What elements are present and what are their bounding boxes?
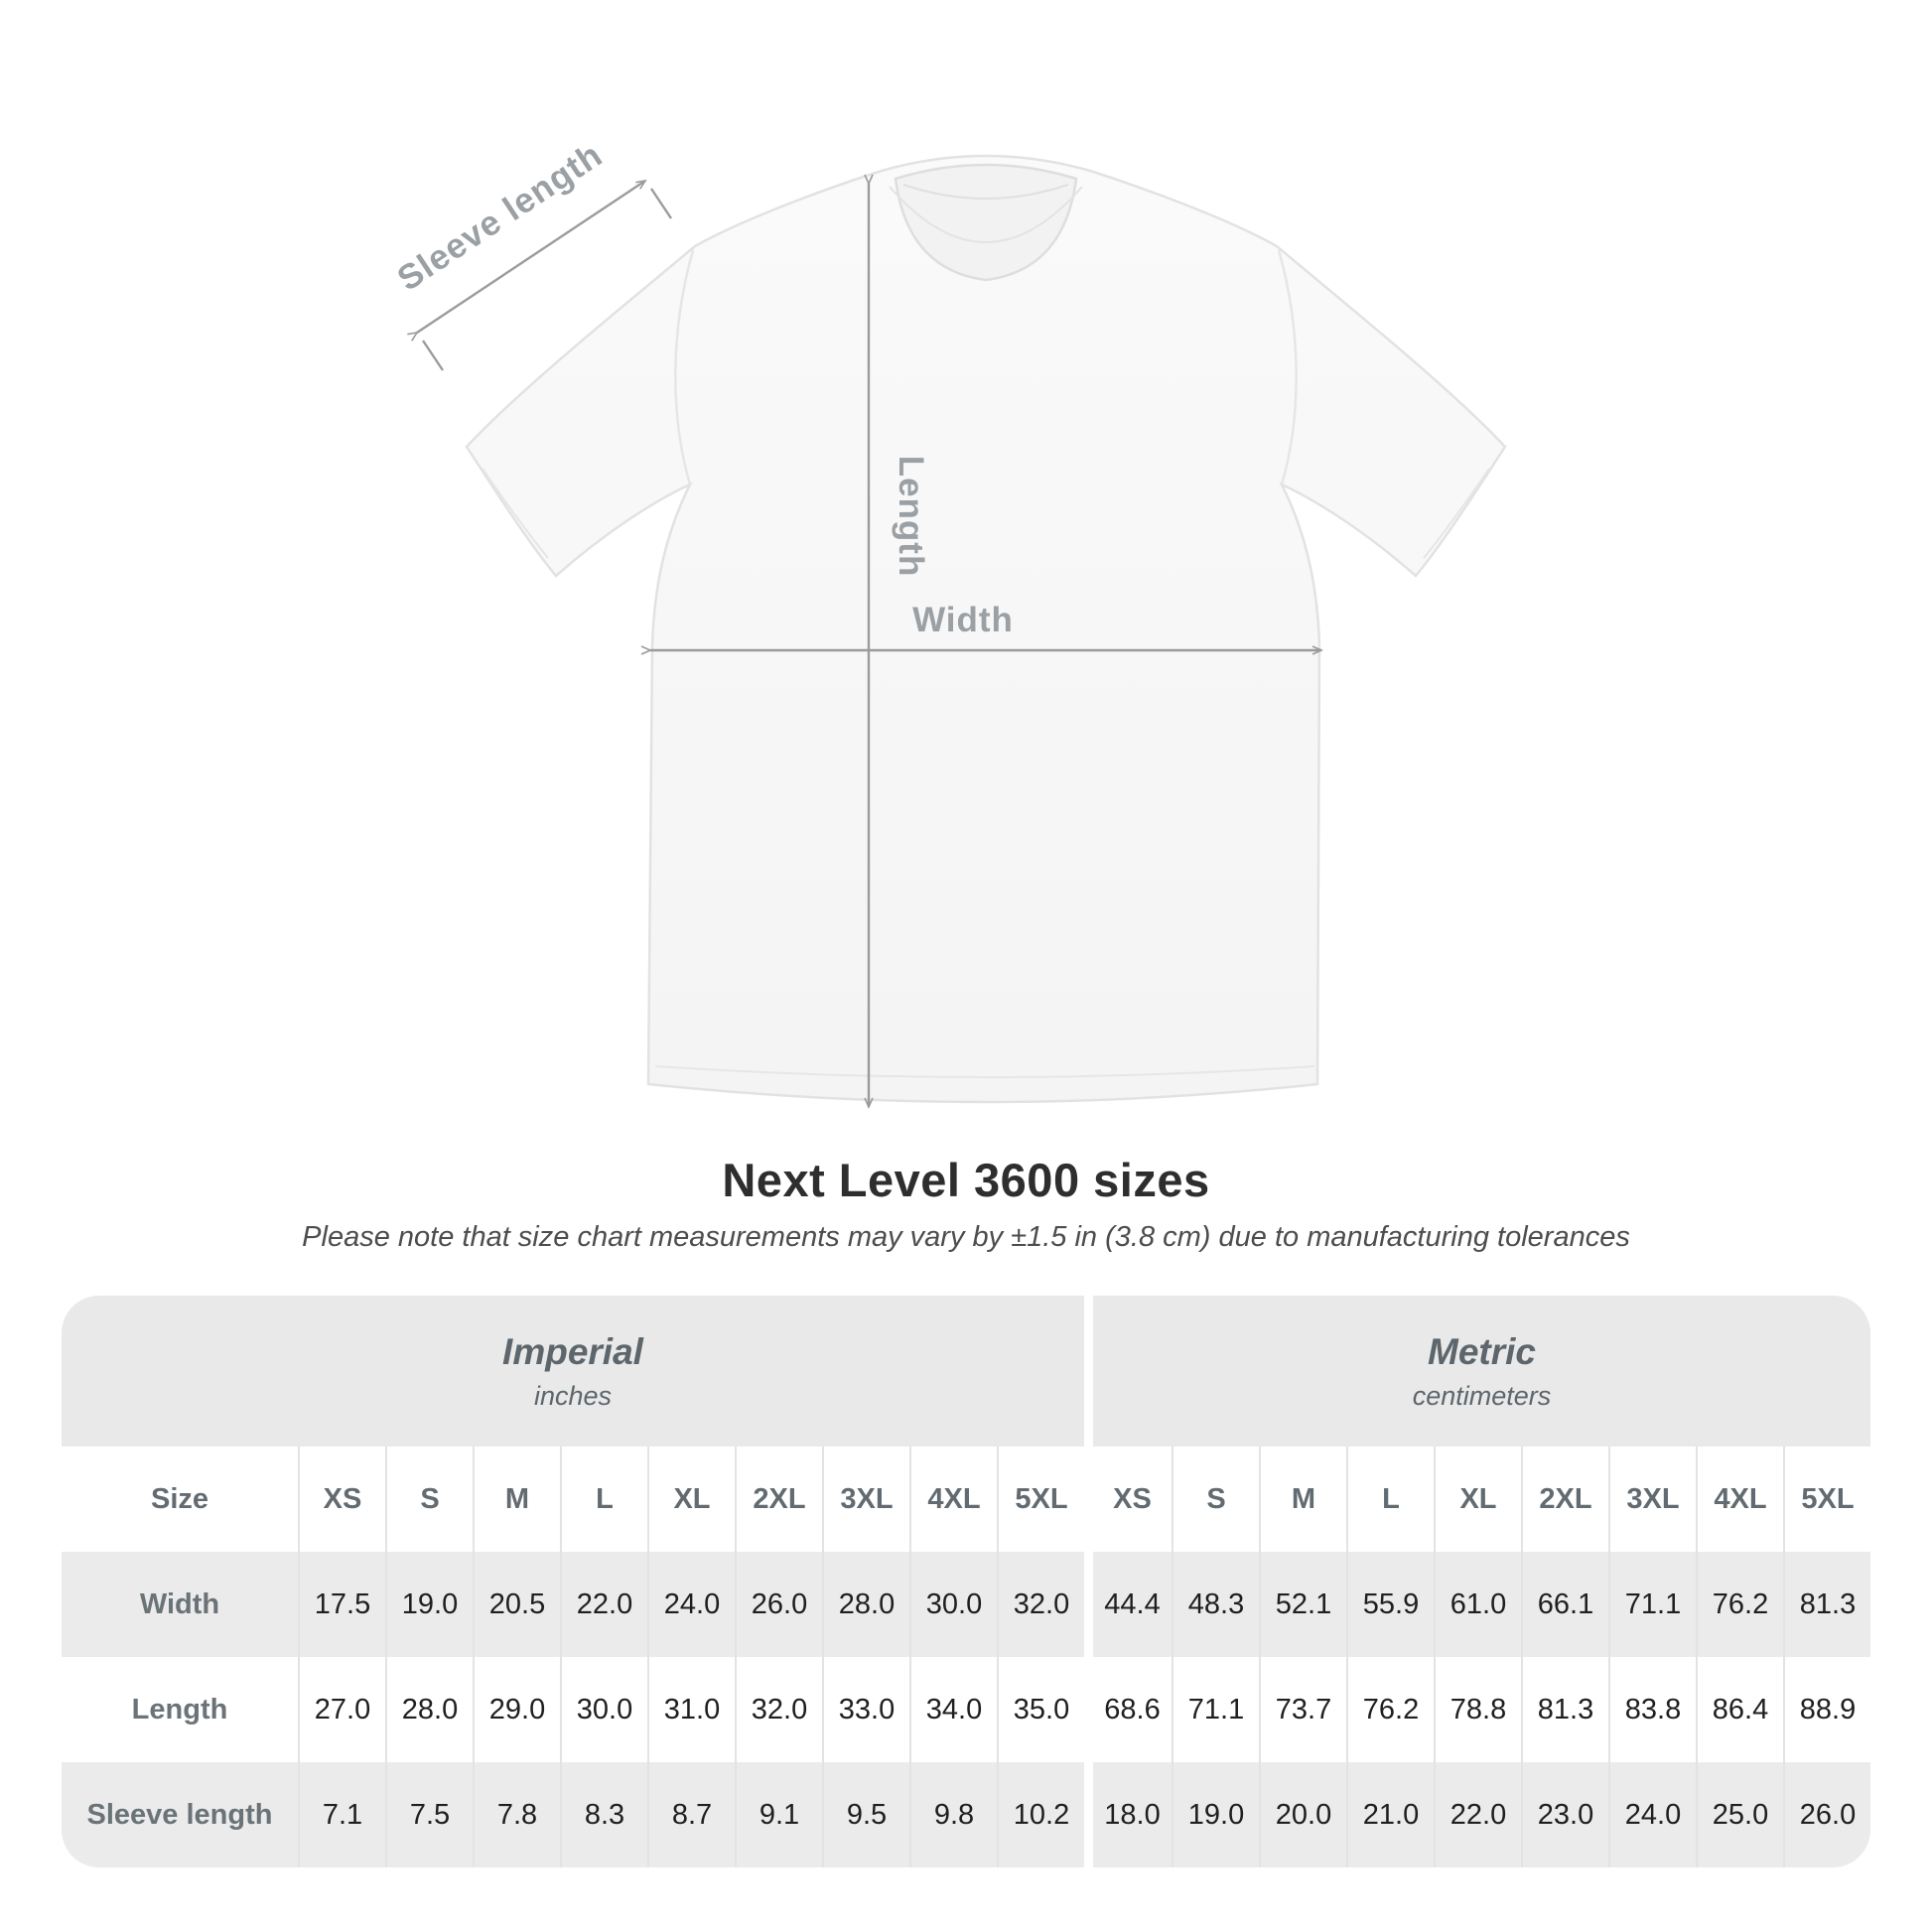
page-subtitle: Please note that size chart measurements… [302, 1221, 1630, 1253]
measurement-cell-imperial: 9.8 [909, 1762, 997, 1867]
measurement-cell-imperial: 7.5 [385, 1762, 473, 1867]
size-header-metric: 3XL [1608, 1447, 1696, 1552]
sleeve-length-label: Sleeve length [390, 135, 609, 299]
measurement-cell-imperial: 7.8 [473, 1762, 560, 1867]
measurement-cell-imperial: 26.0 [735, 1552, 822, 1657]
measurement-cell-imperial: 32.0 [735, 1657, 822, 1762]
measurement-cell-metric: 83.8 [1608, 1657, 1696, 1762]
measurement-cell-imperial: 27.0 [298, 1657, 385, 1762]
measurement-cell-imperial: 30.0 [909, 1552, 997, 1657]
size-header-imperial: M [473, 1447, 560, 1552]
tshirt-diagram-svg: Sleeve length Length Width [390, 135, 1507, 1109]
length-label: Length [892, 456, 930, 578]
measurement-cell-imperial: 9.5 [822, 1762, 909, 1867]
measurement-cell-metric: 52.1 [1259, 1552, 1346, 1657]
measurement-cell-metric: 78.8 [1434, 1657, 1521, 1762]
size-header-imperial: S [385, 1447, 473, 1552]
measurement-cell-metric: 86.4 [1696, 1657, 1783, 1762]
measurement-cell-imperial: 10.2 [997, 1762, 1084, 1867]
sleeve-dimension-line [407, 179, 647, 342]
measurement-cell-metric: 44.4 [1084, 1552, 1172, 1657]
measurement-cell-imperial: 8.3 [560, 1762, 647, 1867]
size-header-imperial: XL [647, 1447, 735, 1552]
size-header-metric: M [1259, 1447, 1346, 1552]
measurement-cell-metric: 88.9 [1783, 1657, 1870, 1762]
size-header-imperial: 3XL [822, 1447, 909, 1552]
measurement-cell-imperial: 32.0 [997, 1552, 1084, 1657]
measurement-cell-metric: 26.0 [1783, 1762, 1870, 1867]
measurement-cell-metric: 73.7 [1259, 1657, 1346, 1762]
tshirt-measurement-diagram: Sleeve length Length Width [390, 135, 1507, 1109]
measurement-cell-metric: 71.1 [1608, 1552, 1696, 1657]
measurement-cell-imperial: 24.0 [647, 1552, 735, 1657]
metric-sublabel: centimeters [1412, 1380, 1552, 1411]
measurement-cell-imperial: 28.0 [385, 1657, 473, 1762]
measurement-cell-metric: 71.1 [1172, 1657, 1259, 1762]
measurement-cell-metric: 20.0 [1259, 1762, 1346, 1867]
measurement-cell-metric: 22.0 [1434, 1762, 1521, 1867]
measurement-cell-imperial: 35.0 [997, 1657, 1084, 1762]
measurement-cell-metric: 66.1 [1521, 1552, 1608, 1657]
size-header-metric: L [1346, 1447, 1434, 1552]
measurement-cell-imperial: 7.1 [298, 1762, 385, 1867]
imperial-unit-band: Imperial inches [62, 1296, 1084, 1447]
measurement-cell-metric: 21.0 [1346, 1762, 1434, 1867]
size-column-header: Size [62, 1447, 298, 1552]
measurement-cell-metric: 76.2 [1696, 1552, 1783, 1657]
size-header-imperial: L [560, 1447, 647, 1552]
metric-unit-band: Metric centimeters [1084, 1296, 1870, 1447]
measurement-cell-imperial: 20.5 [473, 1552, 560, 1657]
measurement-cell-metric: 68.6 [1084, 1657, 1172, 1762]
tshirt-illustration [465, 154, 1507, 1104]
measurement-cell-metric: 55.9 [1346, 1552, 1434, 1657]
size-header-imperial: 2XL [735, 1447, 822, 1552]
page-title: Next Level 3600 sizes [722, 1154, 1210, 1206]
measurement-cell-imperial: 17.5 [298, 1552, 385, 1657]
measurement-cell-imperial: 22.0 [560, 1552, 647, 1657]
measurement-cell-metric: 19.0 [1172, 1762, 1259, 1867]
sleeve-witness-tick-top [650, 188, 672, 219]
measurement-cell-imperial: 29.0 [473, 1657, 560, 1762]
row-label: Length [62, 1657, 298, 1762]
row-label: Width [62, 1552, 298, 1657]
sleeve-witness-tick-bottom [422, 340, 444, 371]
size-header-metric: XL [1434, 1447, 1521, 1552]
size-table: Imperial inches Metric centimeters Size X… [62, 1296, 1870, 1867]
measurement-cell-metric: 24.0 [1608, 1762, 1696, 1867]
measurement-cell-metric: 61.0 [1434, 1552, 1521, 1657]
measurement-cell-metric: 18.0 [1084, 1762, 1172, 1867]
measurement-cell-imperial: 9.1 [735, 1762, 822, 1867]
measurement-cell-imperial: 34.0 [909, 1657, 997, 1762]
measurement-cell-metric: 81.3 [1521, 1657, 1608, 1762]
size-header-imperial: 4XL [909, 1447, 997, 1552]
measurement-cell-imperial: 30.0 [560, 1657, 647, 1762]
size-header-metric: 5XL [1783, 1447, 1870, 1552]
width-label: Width [912, 601, 1014, 639]
measurement-cell-metric: 76.2 [1346, 1657, 1434, 1762]
size-header-metric: 2XL [1521, 1447, 1608, 1552]
measurement-cell-metric: 23.0 [1521, 1762, 1608, 1867]
metric-label: Metric [1428, 1330, 1536, 1372]
measurement-cell-imperial: 31.0 [647, 1657, 735, 1762]
measurement-cell-imperial: 19.0 [385, 1552, 473, 1657]
measurement-cell-imperial: 28.0 [822, 1552, 909, 1657]
measurement-cell-metric: 48.3 [1172, 1552, 1259, 1657]
measurement-cell-metric: 25.0 [1696, 1762, 1783, 1867]
size-header-imperial: 5XL [997, 1447, 1084, 1552]
row-label: Sleeve length [62, 1762, 298, 1867]
size-header-imperial: XS [298, 1447, 385, 1552]
measurement-cell-metric: 81.3 [1783, 1552, 1870, 1657]
size-header-metric: XS [1084, 1447, 1172, 1552]
imperial-label: Imperial [502, 1330, 643, 1372]
size-header-metric: S [1172, 1447, 1259, 1552]
imperial-sublabel: inches [533, 1380, 613, 1411]
measurement-cell-imperial: 8.7 [647, 1762, 735, 1867]
dimension-lines [407, 174, 1323, 1109]
measurement-cell-imperial: 33.0 [822, 1657, 909, 1762]
size-header-metric: 4XL [1696, 1447, 1783, 1552]
